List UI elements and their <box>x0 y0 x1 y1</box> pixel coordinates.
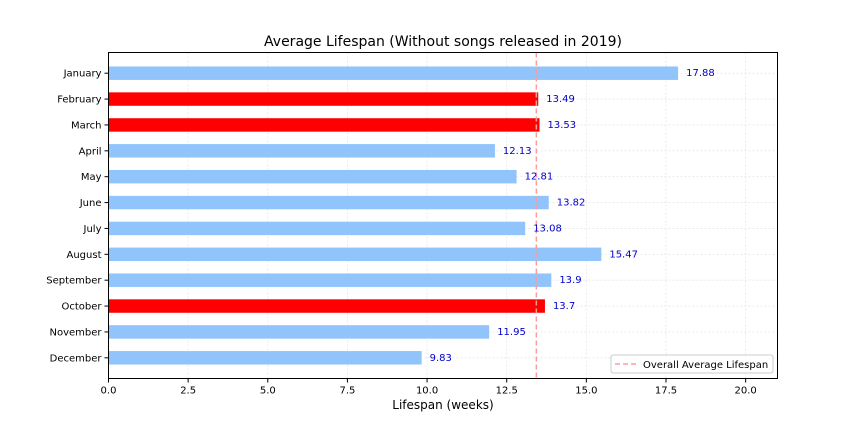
chart-title: Average Lifespan (Without songs released… <box>264 34 622 50</box>
value-label-december: 9.83 <box>430 353 452 364</box>
y-tick-label-february: February <box>57 95 101 106</box>
bar-august <box>108 247 602 262</box>
value-label-january: 17.88 <box>686 68 715 79</box>
value-label-june: 13.82 <box>557 198 586 209</box>
legend: Overall Average Lifespan <box>610 354 774 374</box>
x-tick-label: 0.0 <box>101 386 117 397</box>
bars <box>108 66 679 365</box>
value-label-september: 13.9 <box>559 275 581 286</box>
y-tick-label-september: September <box>46 276 102 287</box>
value-label-february: 13.49 <box>546 94 575 105</box>
bar-november <box>108 325 490 339</box>
x-axis-label: Lifespan (weeks) <box>392 398 493 412</box>
y-tick-label-april: April <box>79 146 102 157</box>
y-tick-label-july: July <box>83 224 102 235</box>
x-axis-ticks: 0.0 2.5 5.0 7.5 10.0 12.5 15.0 17.5 20.0 <box>101 378 757 397</box>
y-tick-label-june: June <box>79 198 102 209</box>
value-label-october: 13.7 <box>553 301 575 312</box>
bar-december <box>108 351 422 365</box>
bar-february <box>108 92 539 106</box>
x-tick-label: 20.0 <box>735 386 757 397</box>
value-label-november: 11.95 <box>497 327 526 338</box>
x-tick-label: 12.5 <box>496 386 518 397</box>
x-tick-label: 7.5 <box>339 386 355 397</box>
value-label-august: 15.47 <box>609 249 638 260</box>
legend-box <box>610 354 774 374</box>
bar-september <box>108 273 552 287</box>
value-label-april: 12.13 <box>503 146 532 157</box>
x-tick-label: 17.5 <box>655 386 677 397</box>
value-label-may: 12.81 <box>525 172 554 183</box>
y-tick-label-january: January <box>63 69 102 80</box>
x-tick-label: 5.0 <box>260 386 276 397</box>
y-tick-label-november: November <box>49 327 102 338</box>
bar-june <box>108 195 549 210</box>
plot-frame <box>108 52 778 379</box>
y-tick-label-october: October <box>61 302 102 313</box>
bar-april <box>108 144 495 158</box>
x-tick-label: 2.5 <box>180 386 196 397</box>
bar-july <box>108 221 526 236</box>
x-tick-label: 10.0 <box>416 386 438 397</box>
value-label-march: 13.53 <box>548 120 577 131</box>
bar-january <box>108 66 679 80</box>
bar-october <box>108 299 545 313</box>
value-labels: 17.88 13.49 13.53 12.13 12.81 13.82 13.08 15.47… <box>430 68 715 364</box>
x-tick-label: 15.0 <box>575 386 597 397</box>
bar-march <box>108 118 540 132</box>
y-tick-label-december: December <box>50 353 103 364</box>
value-label-july: 13.08 <box>533 223 562 234</box>
y-tick-label-august: August <box>67 250 102 261</box>
y-tick-label-march: March <box>71 120 101 131</box>
bar-may <box>108 169 517 184</box>
y-axis-ticks: January February March April May June July Augu… <box>46 69 109 364</box>
y-tick-label-may: May <box>81 172 102 183</box>
legend-label: Overall Average Lifespan <box>643 360 768 371</box>
